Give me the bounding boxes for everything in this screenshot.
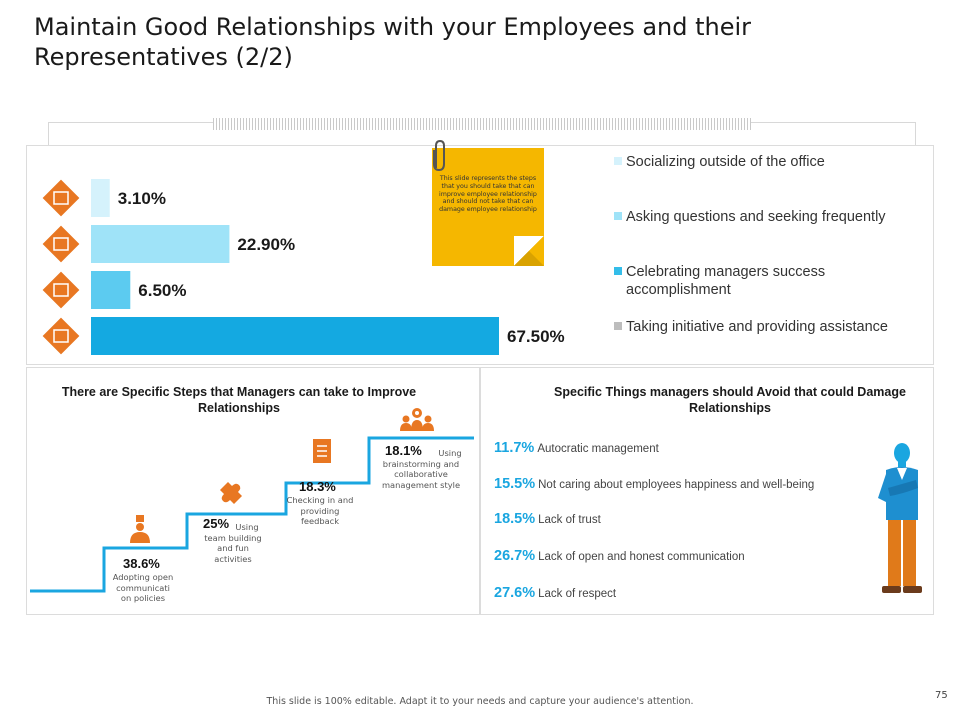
stairs-diagram (30, 408, 474, 593)
avoid-percent: 18.5% (494, 511, 536, 527)
avoid-label: Lack of respect (538, 588, 617, 600)
presenter-icon (130, 515, 150, 543)
avoid-title: Specific Things managers should Avoid th… (554, 385, 906, 415)
legend-label: Celebrating managers success accomplishm… (626, 264, 826, 298)
step-2-description: Using team building and fun activities (204, 522, 262, 564)
legend-label: Asking questions and seeking frequently (626, 209, 886, 225)
steps-panel (26, 367, 480, 615)
legend-item-4: Taking initiative and providing assistan… (614, 318, 919, 336)
steps-title: There are Specific Steps that Managers c… (61, 385, 417, 415)
avoid-item-1: 11.7% Autocratic management (494, 440, 659, 456)
clipboard-icon (313, 439, 331, 463)
step-1-percent: 38.6% (123, 556, 160, 571)
bar-4 (91, 317, 499, 355)
step-1-description: Adopting open communicati on policies (112, 572, 174, 603)
legend-swatch (614, 267, 622, 275)
avoid-percent: 11.7% (494, 440, 535, 456)
factory-hand-icon (42, 271, 80, 309)
footer-note: This slide is 100% editable. Adapt it to… (266, 696, 694, 707)
avoid-item-5: 27.6% Lack of respect (494, 585, 616, 601)
legend-swatch (614, 322, 622, 330)
businessman-illustration (878, 443, 922, 593)
step-3-percent: 18.3% (299, 479, 336, 494)
sticky-note-fold-corner (514, 236, 544, 266)
legend-swatch (614, 212, 622, 220)
avoid-label: Not caring about employees happiness and… (538, 479, 815, 491)
page-title: Maintain Good Relationships with your Em… (34, 13, 752, 71)
people-handshake-icon (42, 317, 80, 355)
bar-value-label-2: 22.90% (237, 235, 295, 254)
legend-swatch (614, 157, 622, 165)
bar-2 (91, 225, 230, 263)
bar-chart: 3.10% 22.90% 6.50% 67.50% (42, 179, 565, 355)
legend-item-1: Socializing outside of the office (614, 153, 919, 171)
avoid-label: Autocratic management (537, 443, 659, 455)
bar-value-label-3: 6.50% (138, 281, 186, 300)
avoid-item-4: 26.7% Lack of open and honest communicati… (494, 548, 745, 564)
step-2-percent: 25% (203, 516, 230, 531)
avoid-label: Lack of open and honest communication (538, 551, 745, 563)
legend-item-2: Asking questions and seeking frequently (614, 208, 919, 226)
sticky-note-text: This slide represents the steps that you… (439, 175, 537, 214)
mail-hand-icon (42, 179, 80, 217)
bar-value-label-4: 67.50% (507, 327, 565, 346)
paperclip-icon (433, 139, 445, 172)
avoid-item-2: 15.5% Not caring about employees happines… (494, 476, 814, 492)
team-gear-icon (400, 408, 434, 431)
avoid-item-3: 18.5% Lack of trust (494, 511, 601, 527)
avoid-percent: 27.6% (494, 585, 536, 601)
hatch-decoration (213, 118, 751, 130)
avoid-percent: 26.7% (494, 548, 536, 564)
bar-3 (91, 271, 131, 309)
legend-label: Socializing outside of the office (626, 154, 825, 170)
step-4-description: Using brainstorming and collaborative ma… (381, 448, 462, 490)
document-checklist-icon (42, 225, 80, 263)
legend-label: Taking initiative and providing assistan… (626, 319, 888, 335)
step-3-description: Checking in and providing feedback (286, 495, 354, 526)
bar-value-label-1: 3.10% (118, 189, 166, 208)
avoid-label: Lack of trust (538, 514, 601, 526)
avoid-panel (480, 367, 934, 615)
legend-item-3: Celebrating managers success accomplishm… (614, 263, 919, 299)
avoid-percent: 15.5% (494, 476, 536, 492)
step-4-percent: 18.1% (385, 443, 422, 458)
page-number: 75 (935, 690, 948, 701)
puzzle-icon (220, 482, 242, 504)
bar-1 (91, 179, 110, 217)
stairs-line (30, 436, 474, 593)
